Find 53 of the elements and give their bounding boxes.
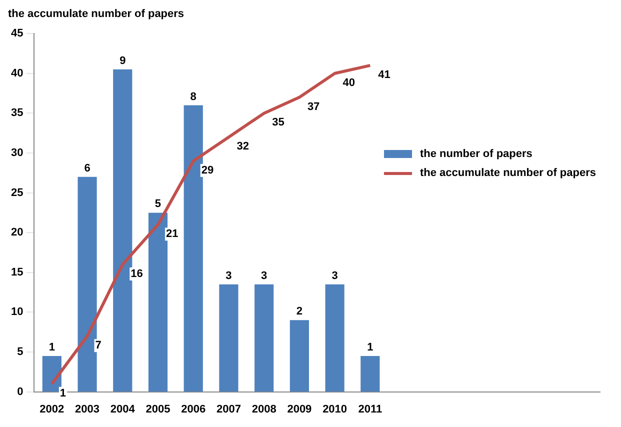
bar bbox=[113, 69, 132, 392]
bar bbox=[184, 105, 203, 392]
y-tick-label: 30 bbox=[10, 147, 24, 160]
bar bbox=[360, 356, 380, 392]
y-tick-label: 45 bbox=[10, 28, 24, 40]
y-tick-label: 10 bbox=[10, 306, 24, 318]
data-label: 6 bbox=[84, 162, 90, 174]
x-tick-label: 2007 bbox=[216, 403, 241, 416]
y-tick-label: 35 bbox=[10, 107, 24, 120]
data-label: 16 bbox=[130, 268, 143, 280]
data-label: 40 bbox=[342, 76, 356, 89]
data-label: 5 bbox=[154, 198, 162, 210]
data-label: 1 bbox=[367, 342, 374, 354]
legend-label: the number of papers bbox=[420, 148, 532, 160]
bar bbox=[219, 284, 238, 392]
x-tick-label: 2005 bbox=[146, 403, 170, 416]
data-label: 2 bbox=[296, 306, 302, 318]
bar bbox=[148, 212, 168, 392]
y-tick-label: 15 bbox=[10, 266, 24, 278]
bar bbox=[42, 356, 62, 392]
y-axis-title: the accumulate number of papers bbox=[8, 8, 186, 22]
y-tick-label: 5 bbox=[17, 346, 24, 358]
data-label: 32 bbox=[236, 140, 249, 153]
y-tick-label: 25 bbox=[10, 186, 24, 199]
x-tick-label: 2010 bbox=[322, 403, 348, 416]
data-label: 9 bbox=[120, 54, 126, 67]
data-label: 3 bbox=[332, 270, 338, 282]
x-tick-label: 2009 bbox=[287, 403, 312, 416]
bar bbox=[78, 176, 97, 392]
data-label: 1 bbox=[60, 387, 66, 400]
data-label: 21 bbox=[166, 228, 178, 240]
bar bbox=[325, 284, 344, 392]
bar bbox=[290, 320, 309, 392]
x-tick-label: 2004 bbox=[110, 403, 136, 416]
data-label: 8 bbox=[190, 90, 196, 103]
data-label: 41 bbox=[378, 68, 390, 81]
x-tick-label: 2002 bbox=[40, 403, 64, 416]
y-tick-label: 20 bbox=[10, 226, 24, 239]
data-label: 7 bbox=[95, 340, 102, 352]
data-label: 3 bbox=[261, 270, 268, 282]
x-tick-label: 2011 bbox=[358, 403, 382, 416]
x-tick-label: 2006 bbox=[181, 403, 206, 416]
x-tick-label: 2003 bbox=[75, 403, 100, 416]
legend-label: the accumulate number of papers bbox=[420, 167, 596, 179]
data-label: 29 bbox=[201, 164, 214, 176]
bar bbox=[254, 284, 274, 392]
data-label: 3 bbox=[226, 270, 232, 282]
y-tick-label: 0 bbox=[17, 386, 24, 398]
y-tick-label: 40 bbox=[10, 67, 24, 80]
data-label: 37 bbox=[307, 100, 320, 113]
data-label: 1 bbox=[48, 342, 55, 354]
data-label: 35 bbox=[272, 116, 284, 129]
x-tick-label: 2008 bbox=[252, 403, 276, 416]
